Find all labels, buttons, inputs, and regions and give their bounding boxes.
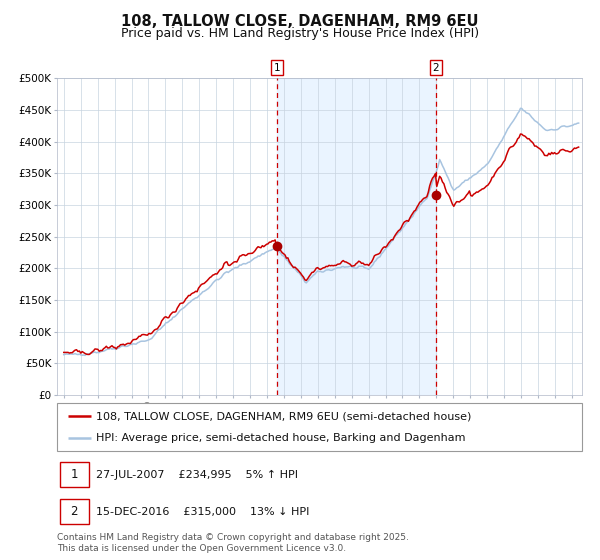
Text: HPI: Average price, semi-detached house, Barking and Dagenham: HPI: Average price, semi-detached house,… xyxy=(97,433,466,443)
Text: 15-DEC-2016    £315,000    13% ↓ HPI: 15-DEC-2016 £315,000 13% ↓ HPI xyxy=(97,507,310,517)
Text: 2: 2 xyxy=(433,63,439,73)
Text: 27-JUL-2007    £234,995    5% ↑ HPI: 27-JUL-2007 £234,995 5% ↑ HPI xyxy=(97,470,298,479)
Bar xyxy=(277,78,436,395)
Text: 2: 2 xyxy=(70,505,78,518)
Text: 1: 1 xyxy=(274,63,280,73)
Text: 108, TALLOW CLOSE, DAGENHAM, RM9 6EU: 108, TALLOW CLOSE, DAGENHAM, RM9 6EU xyxy=(121,14,479,29)
Text: Contains HM Land Registry data © Crown copyright and database right 2025.
This d: Contains HM Land Registry data © Crown c… xyxy=(57,533,409,553)
Text: 1: 1 xyxy=(70,468,78,481)
Text: Price paid vs. HM Land Registry's House Price Index (HPI): Price paid vs. HM Land Registry's House … xyxy=(121,27,479,40)
Text: 108, TALLOW CLOSE, DAGENHAM, RM9 6EU (semi-detached house): 108, TALLOW CLOSE, DAGENHAM, RM9 6EU (se… xyxy=(97,411,472,421)
FancyBboxPatch shape xyxy=(59,463,89,487)
FancyBboxPatch shape xyxy=(59,500,89,524)
